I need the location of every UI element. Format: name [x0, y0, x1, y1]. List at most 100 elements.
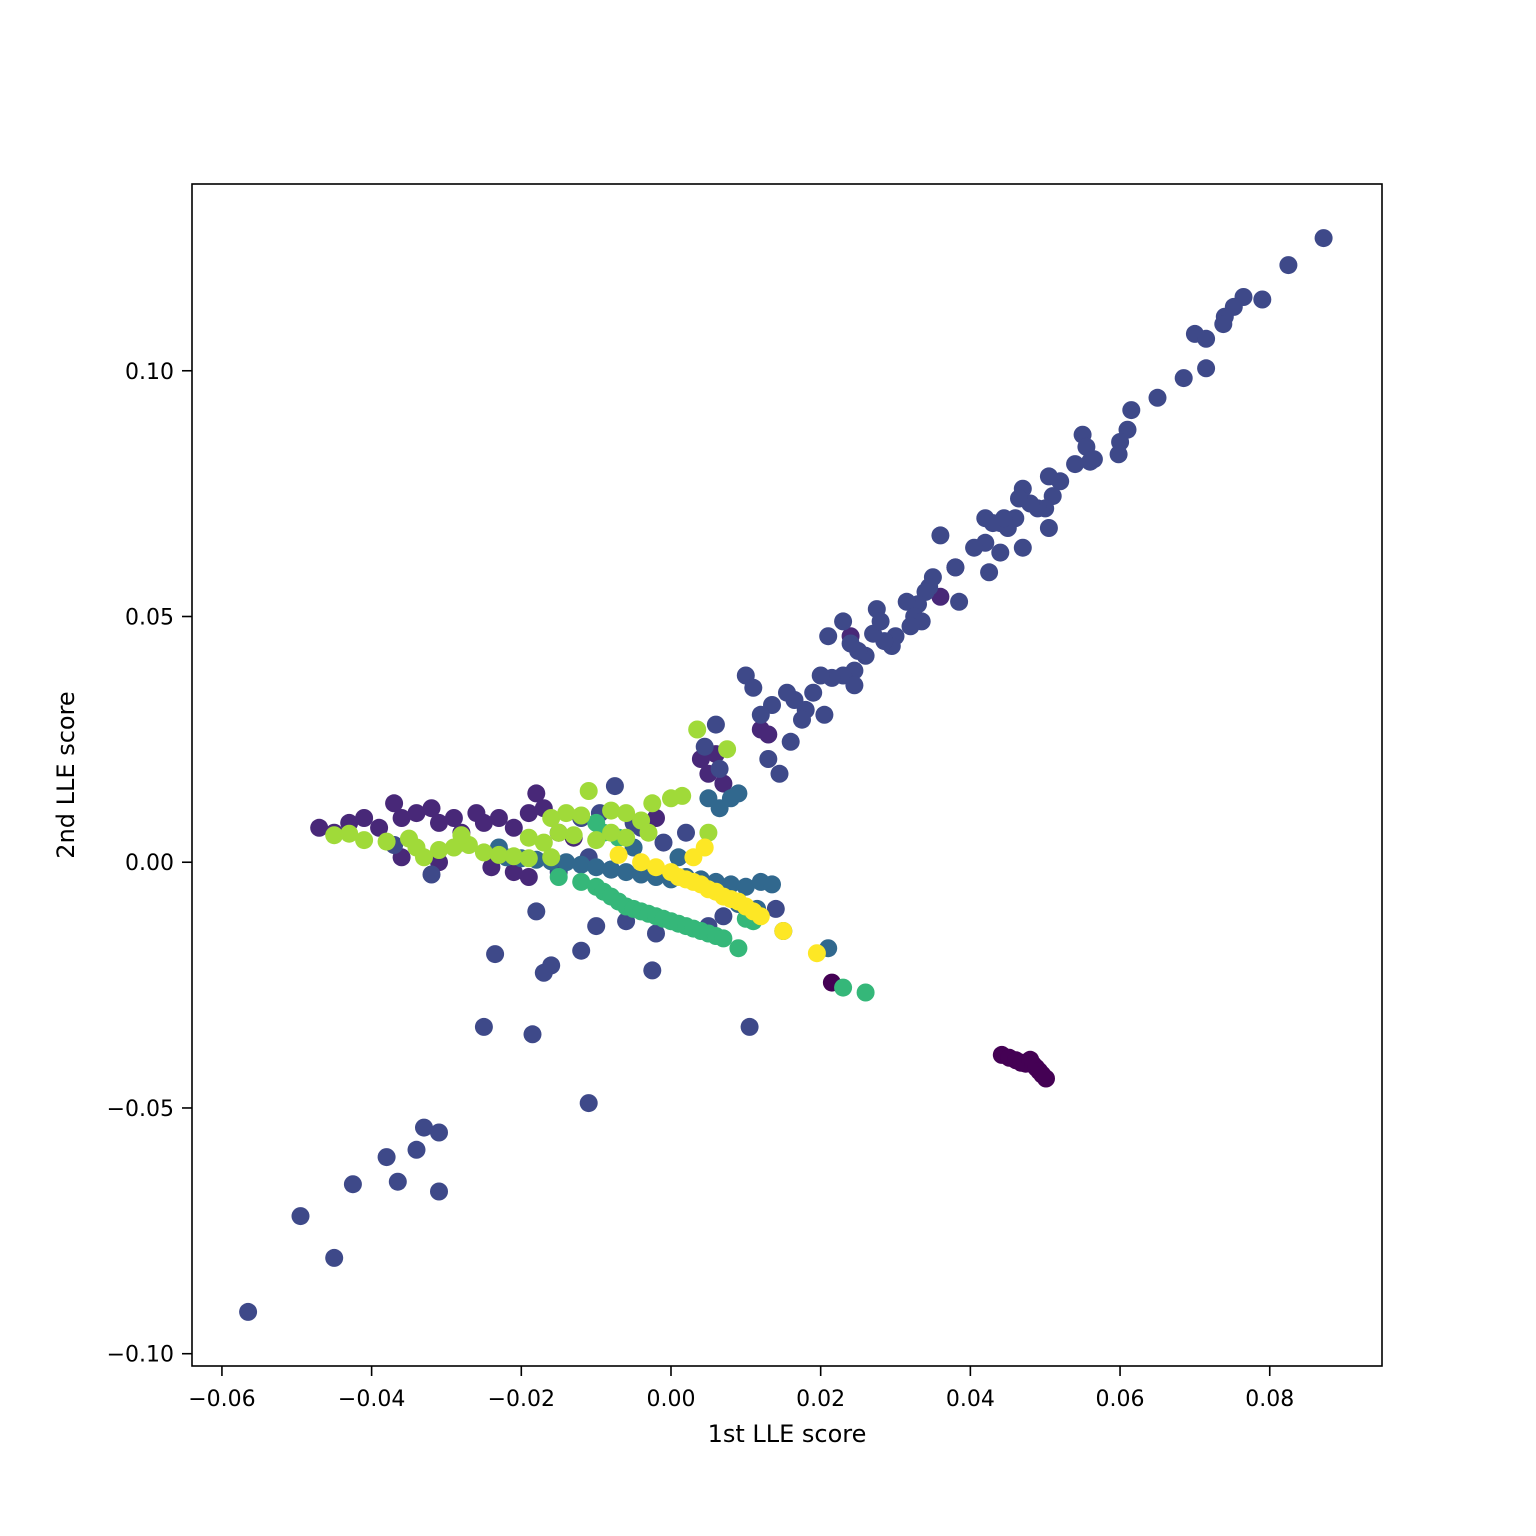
data-point	[407, 1140, 426, 1159]
data-point	[778, 683, 796, 702]
y-tick-label: −0.10	[107, 1343, 174, 1368]
data-point	[811, 666, 830, 685]
data-point	[1039, 519, 1058, 537]
data-point	[602, 801, 621, 820]
data-point	[474, 843, 493, 862]
y-axis-ticks: −0.10 −0.05 0.00 0.05 0.10	[107, 360, 192, 1368]
data-point	[1122, 401, 1141, 420]
data-point	[766, 899, 785, 918]
data-point	[474, 813, 493, 832]
data-point	[340, 824, 359, 843]
y-tick-label: −0.05	[107, 1097, 174, 1122]
data-point	[643, 794, 662, 813]
data-point	[542, 809, 561, 827]
data-point	[1039, 467, 1058, 486]
data-point	[774, 922, 793, 940]
data-point	[950, 592, 969, 611]
data-point	[684, 848, 703, 867]
data-point	[980, 563, 999, 582]
data-point	[751, 705, 770, 724]
x-tick-label: 0.00	[647, 1387, 696, 1412]
y-tick-label: 0.00	[125, 851, 174, 876]
data-point	[489, 845, 508, 864]
data-point	[647, 858, 665, 877]
data-point	[430, 1182, 448, 1201]
data-point	[519, 849, 538, 868]
data-point	[310, 818, 329, 837]
y-tick-label: 0.05	[125, 605, 174, 630]
x-axis-ticks: −0.06 −0.04 −0.02 0.00 0.02 0.04 0.06 0.08	[188, 1366, 1294, 1412]
data-point	[1279, 256, 1298, 275]
data-point	[549, 823, 568, 842]
data-points	[239, 229, 1333, 1321]
data-point	[751, 907, 770, 926]
data-point	[572, 941, 591, 960]
data-point	[452, 826, 471, 845]
data-point	[377, 1148, 396, 1167]
data-point	[579, 1094, 598, 1113]
data-point	[793, 710, 811, 729]
data-point	[557, 853, 576, 872]
data-point	[804, 683, 823, 702]
data-point	[325, 1248, 344, 1267]
data-point	[647, 924, 665, 943]
data-point	[519, 868, 538, 886]
data-point	[527, 902, 546, 921]
data-point	[343, 1175, 362, 1194]
data-point	[770, 764, 789, 783]
data-point	[781, 732, 800, 751]
data-point	[759, 725, 778, 744]
data-point	[632, 853, 651, 872]
data-point	[1214, 315, 1233, 334]
data-point	[388, 1172, 407, 1191]
data-point	[415, 848, 433, 867]
x-tick-label: 0.04	[946, 1387, 995, 1412]
data-point	[931, 526, 950, 545]
data-point	[834, 978, 853, 997]
data-point	[444, 809, 463, 827]
x-tick-label: 0.08	[1245, 1387, 1294, 1412]
data-point	[901, 617, 920, 636]
data-point	[1197, 329, 1216, 348]
data-point	[1148, 388, 1167, 407]
data-point	[430, 1123, 448, 1142]
data-point	[834, 612, 853, 631]
data-point	[415, 1118, 433, 1137]
data-point	[1253, 290, 1272, 309]
data-point	[422, 865, 441, 884]
data-point	[639, 823, 658, 842]
data-point	[759, 750, 778, 768]
data-point	[587, 858, 606, 877]
data-point	[519, 804, 538, 823]
data-point	[669, 848, 688, 867]
data-point	[504, 847, 523, 866]
data-point	[815, 705, 834, 724]
x-tick-label: 0.02	[796, 1387, 845, 1412]
data-point	[1066, 455, 1085, 474]
data-point	[819, 627, 838, 646]
data-point	[430, 841, 448, 859]
data-point	[744, 678, 763, 697]
data-point	[605, 777, 624, 796]
data-point	[845, 676, 864, 695]
data-point	[714, 774, 733, 793]
data-point	[602, 860, 621, 879]
data-point	[291, 1207, 310, 1226]
data-point	[729, 939, 748, 958]
data-point	[965, 538, 984, 557]
data-point	[1084, 450, 1103, 469]
data-point	[1037, 1069, 1055, 1088]
data-point	[549, 868, 568, 886]
y-tick-label: 0.10	[125, 360, 174, 385]
data-point	[995, 509, 1013, 528]
data-point	[377, 832, 396, 851]
data-point	[991, 543, 1010, 562]
data-point	[534, 833, 553, 852]
data-point	[643, 961, 662, 980]
data-point	[572, 855, 591, 874]
data-point	[504, 863, 523, 882]
data-point	[1174, 369, 1193, 388]
data-point	[572, 806, 591, 825]
